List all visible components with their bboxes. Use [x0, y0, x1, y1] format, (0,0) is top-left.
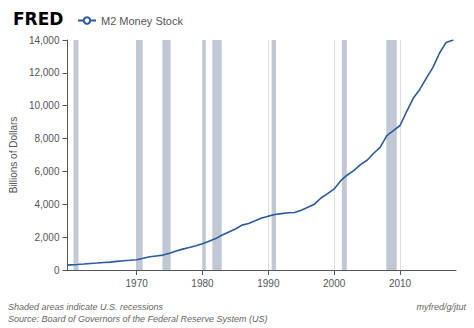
- svg-text:2,000: 2,000: [34, 232, 59, 243]
- svg-text:1990: 1990: [257, 278, 280, 289]
- svg-text:Shaded areas indicate U.S. rec: Shaded areas indicate U.S. recessions: [8, 302, 164, 312]
- svg-text:Billions of Dollars: Billions of Dollars: [8, 117, 19, 194]
- svg-text:2000: 2000: [323, 278, 346, 289]
- svg-text:2010: 2010: [389, 278, 412, 289]
- svg-text:14,000: 14,000: [29, 35, 60, 46]
- svg-text:myfred/g/jtut: myfred/g/jtut: [416, 302, 466, 312]
- svg-text:8,000: 8,000: [34, 133, 59, 144]
- svg-text:1980: 1980: [191, 278, 214, 289]
- svg-text:4,000: 4,000: [34, 199, 59, 210]
- svg-text:0: 0: [54, 265, 60, 276]
- svg-text:10,000: 10,000: [29, 100, 60, 111]
- svg-text:M2 Money Stock: M2 Money Stock: [101, 15, 183, 27]
- svg-text:1970: 1970: [126, 278, 149, 289]
- svg-text:6,000: 6,000: [34, 166, 59, 177]
- svg-text:12,000: 12,000: [29, 67, 60, 78]
- svg-text:Source: Board of Governors of: Source: Board of Governors of the Federa…: [8, 314, 268, 324]
- svg-text:FRED: FRED: [13, 9, 63, 29]
